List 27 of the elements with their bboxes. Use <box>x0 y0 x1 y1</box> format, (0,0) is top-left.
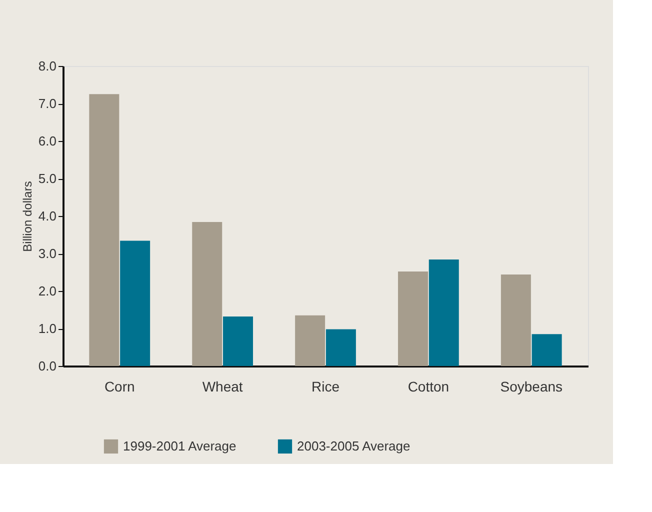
y-tick-label: 1.0 <box>38 321 56 336</box>
y-tick-label: 0.0 <box>38 358 56 374</box>
x-tick-label: Rice <box>311 378 340 394</box>
x-tick-label: Soybeans <box>500 378 563 394</box>
x-tick-label: Wheat <box>202 378 243 394</box>
bar <box>192 222 222 366</box>
y-tick-label: 7.0 <box>38 96 56 111</box>
y-tick-label: 6.0 <box>38 134 56 148</box>
y-tick-label: 3.0 <box>38 246 56 261</box>
bar <box>89 94 120 366</box>
y-tick-label: 4.0 <box>38 208 56 224</box>
legend-label: 1999-2001 Average <box>123 438 236 454</box>
bar <box>532 334 562 366</box>
x-tick-label: Cotton <box>408 378 450 394</box>
bar <box>223 316 253 366</box>
bar <box>500 274 531 366</box>
y-tick-label: 8.0 <box>38 58 56 74</box>
bar <box>120 240 150 366</box>
x-tick-label: Corn <box>104 378 135 394</box>
bar <box>326 329 356 366</box>
bar <box>398 272 428 366</box>
bar <box>428 260 459 366</box>
legend-label: 2003-2005 Average <box>297 438 410 454</box>
y-tick-label: 2.0 <box>38 284 56 298</box>
y-tick-label: 5.0 <box>38 171 56 186</box>
y-axis-title: Billion dollars <box>20 181 34 252</box>
bar <box>295 315 326 366</box>
